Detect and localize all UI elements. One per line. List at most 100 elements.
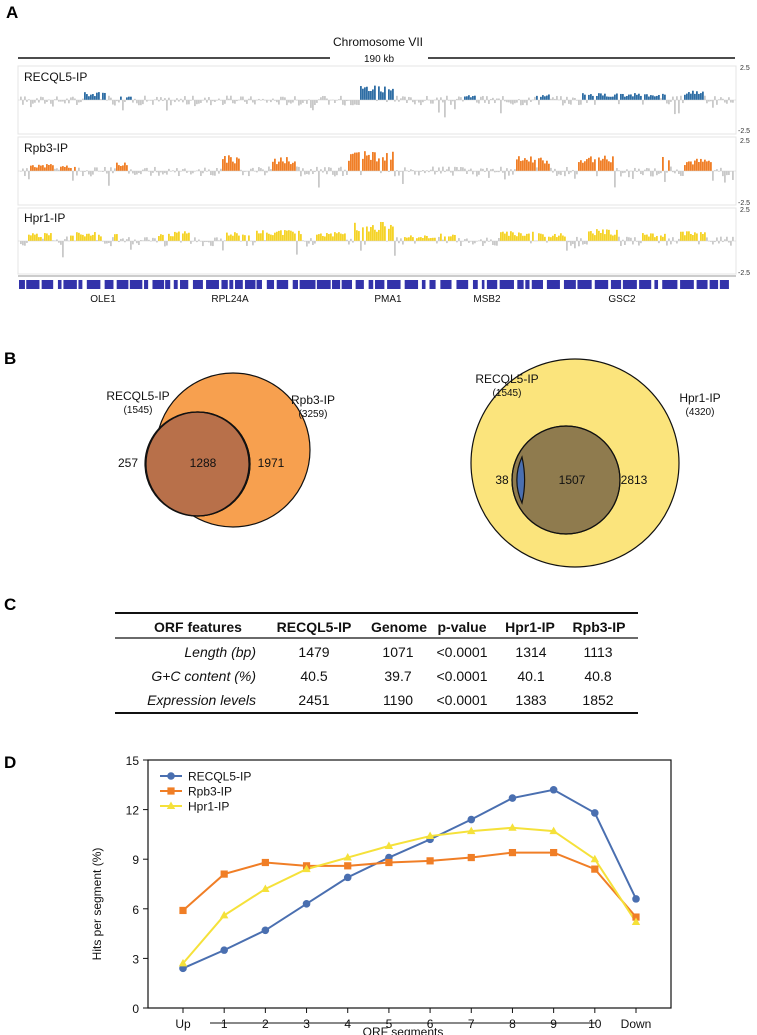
table-cell: 1071 <box>382 644 413 660</box>
data-point <box>219 910 229 919</box>
track-rpb3: Rpb3-IP 2.5 -2.5 <box>17 136 750 207</box>
table-cell: <0.0001 <box>437 692 488 708</box>
data-point <box>591 809 599 817</box>
data-point <box>549 785 558 794</box>
table-cell: 1190 <box>383 692 413 708</box>
venn1-a-count: (1545) <box>124 405 153 416</box>
chart-series <box>178 785 641 973</box>
data-point <box>302 864 311 873</box>
venn1-only-a: 257 <box>118 456 138 470</box>
y-tick-label: 15 <box>126 754 140 768</box>
table-cell: 1383 <box>515 692 546 708</box>
data-point <box>220 870 228 878</box>
table-header: RECQL5-IP <box>277 619 352 635</box>
panel-letter-a: A <box>6 3 18 22</box>
y-tick-label: 3 <box>132 952 139 966</box>
y-axis-label: Hits per segment (%) <box>90 848 104 961</box>
venn2-a-count: (1545) <box>493 388 522 399</box>
data-point <box>220 946 228 954</box>
legend-marker <box>167 772 175 780</box>
gene-label-gsc2: GSC2 <box>608 294 636 305</box>
data-point <box>632 895 640 903</box>
x-tick-label: 3 <box>303 1017 310 1031</box>
data-point <box>261 926 270 935</box>
legend-label: Rpb3-IP <box>188 785 232 799</box>
table-cell: <0.0001 <box>437 668 488 684</box>
chromosome-title: Chromosome VII <box>333 35 423 49</box>
table-cell: 40.5 <box>300 668 327 684</box>
table-cell: 1852 <box>582 692 613 708</box>
data-point <box>179 906 187 915</box>
series-line-hpr1-ip <box>182 826 637 965</box>
table-cell: 1113 <box>583 644 612 660</box>
track-ymax: 2.5 <box>740 138 750 145</box>
panel-c-orf-table: C ORF features RECQL5-IP Genome p-value … <box>4 595 638 714</box>
panel-letter-d: D <box>4 753 16 772</box>
data-point <box>261 884 270 892</box>
track-hpr1: Hpr1-IP 2.5 -2.5 <box>17 207 750 277</box>
track-label-rpb3: Rpb3-IP <box>24 141 68 155</box>
venn1-both: 1288 <box>190 456 217 470</box>
data-point <box>467 853 475 862</box>
panel-letter-c: C <box>4 595 16 614</box>
venn2-b-name: Hpr1-IP <box>679 391 720 405</box>
table-row: Length (bp) 1479 1071 <0.0001 1314 1113 <box>184 644 612 660</box>
scale-label: 190 kb <box>364 54 394 65</box>
panel-d-line-chart: D Hits per segment (%) ORF segments 0 3 6 9… <box>4 753 672 1035</box>
data-point <box>550 848 558 857</box>
venn1-b-name: Rpb3-IP <box>291 393 335 407</box>
x-tick-label: 9 <box>550 1017 557 1031</box>
table-header: Genome <box>371 619 427 635</box>
table-cell: 1314 <box>515 644 546 660</box>
gene-labels: OLE1 RPL24A PMA1 MSB2 GSC2 <box>90 294 636 305</box>
gene-annotation-track <box>19 280 729 289</box>
x-tick-label: Up <box>175 1017 191 1031</box>
gene-label-msb2: MSB2 <box>473 294 501 305</box>
legend-marker <box>167 787 175 795</box>
table-row: G+C content (%) 40.5 39.7 <0.0001 40.1 4… <box>151 668 611 684</box>
x-tick-label: 10 <box>588 1017 602 1031</box>
data-point <box>343 873 352 882</box>
table-row: Expression levels 2451 1190 <0.0001 1383… <box>147 692 614 708</box>
venn2-both: 1507 <box>559 473 586 487</box>
track-ymax: 2.5 <box>740 65 750 72</box>
data-point <box>343 853 352 861</box>
gene-label-pma1: PMA1 <box>374 294 402 305</box>
venn2-a-name: RECQL5-IP <box>475 372 538 386</box>
data-point <box>385 858 393 867</box>
table-cell: 40.1 <box>517 668 544 684</box>
venn-recql5-hpr1: RECQL5-IP (1545) Hpr1-IP (4320) 38 1507 … <box>470 358 721 568</box>
table-cell: <0.0001 <box>437 644 488 660</box>
data-point <box>467 815 476 824</box>
y-tick-label: 9 <box>132 853 139 867</box>
table-cell: 40.8 <box>584 668 611 684</box>
x-tick-label: 5 <box>386 1017 393 1031</box>
data-point <box>631 917 641 926</box>
panel-b-venn-diagrams: B RECQL5-IP (1545) Rpb3-IP (3259) 257 12… <box>4 349 721 568</box>
venn2-only-b: 2813 <box>621 473 648 487</box>
data-point <box>344 862 352 870</box>
data-point <box>178 958 188 967</box>
legend-marker <box>166 801 176 809</box>
data-point <box>590 854 600 863</box>
x-tick-label: 4 <box>344 1017 351 1031</box>
data-point <box>302 900 311 908</box>
plot-frame <box>147 759 672 1009</box>
table-header-row: ORF features RECQL5-IP Genome p-value Hp… <box>154 619 625 635</box>
y-tick-label: 6 <box>132 903 139 917</box>
venn1-b-count: (3259) <box>299 409 328 420</box>
data-point <box>261 858 269 867</box>
data-point <box>508 794 517 802</box>
x-tick-label: 2 <box>262 1017 269 1031</box>
table-cell: 39.7 <box>384 668 411 684</box>
track-recql5: RECQL5-IP 2.5 -2.5 <box>17 65 750 135</box>
data-point <box>179 964 187 973</box>
table-header: Rpb3-IP <box>573 619 626 635</box>
data-point <box>467 826 476 835</box>
venn2-b-count: (4320) <box>686 407 715 418</box>
table-cell: Length (bp) <box>184 644 256 660</box>
data-point <box>549 826 558 835</box>
data-point <box>591 865 599 873</box>
track-ymin: -2.5 <box>738 270 750 277</box>
